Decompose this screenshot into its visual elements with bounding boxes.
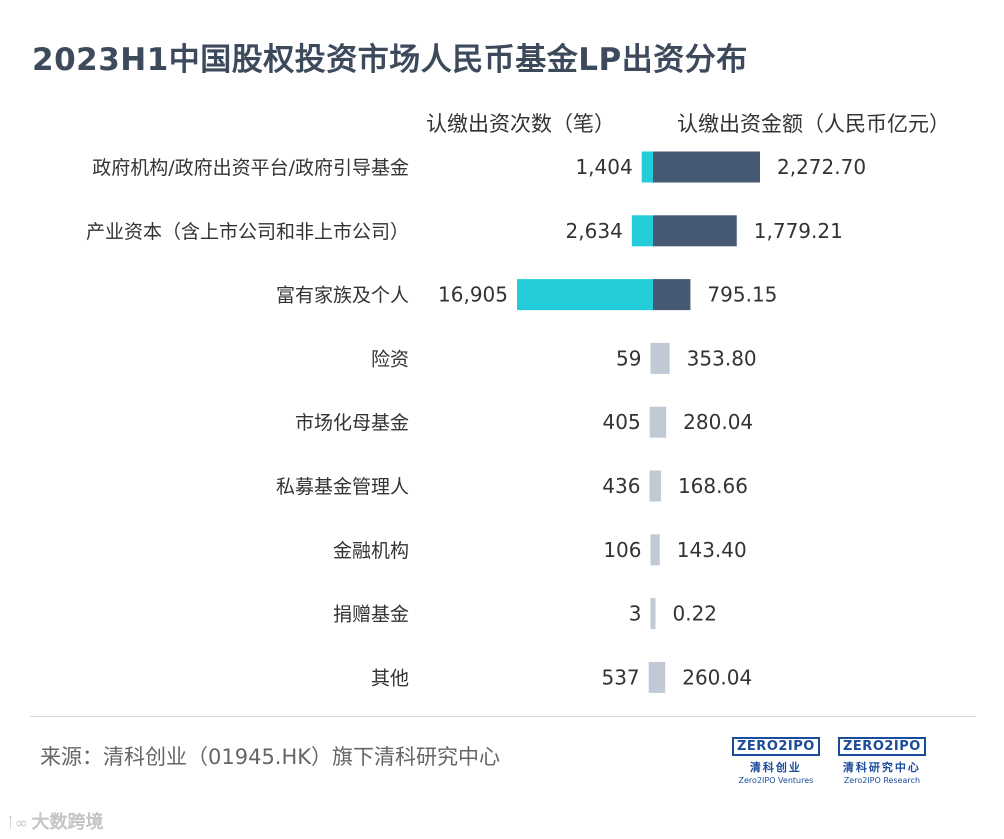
count-bar xyxy=(641,151,653,183)
amount-value-label: 0.22 xyxy=(673,602,718,626)
count-bar xyxy=(650,598,653,630)
count-value-label: 3 xyxy=(629,602,642,626)
zero2ipo-ventures-logo: ZERO2IPO 清科创业 Zero2IPO Ventures xyxy=(732,735,820,785)
amount-bar xyxy=(653,215,737,247)
count-column-header: 认缴出资次数（笔） xyxy=(426,112,615,136)
amount-value-label: 260.04 xyxy=(682,665,752,689)
category-label: 产业资本（含上市公司和非上市公司） xyxy=(86,221,409,243)
count-value-label: 16,905 xyxy=(438,283,508,307)
count-value-label: 405 xyxy=(603,410,641,434)
amount-value-label: 280.04 xyxy=(683,410,753,434)
watermark: ᛙ∞ 大数跨境 xyxy=(6,808,104,834)
count-bar xyxy=(650,342,653,374)
amount-value-label: 2,272.70 xyxy=(777,155,866,179)
footer-divider xyxy=(30,716,976,717)
category-label: 政府机构/政府出资平台/政府引导基金 xyxy=(92,157,409,179)
amount-bar xyxy=(653,534,660,566)
amount-bar xyxy=(653,342,670,374)
watermark-text: 大数跨境 xyxy=(31,812,104,833)
count-value-label: 1,404 xyxy=(575,155,632,179)
amount-bar xyxy=(653,661,666,693)
amount-value-label: 353.80 xyxy=(687,346,757,370)
logo-badge: ZERO2IPO xyxy=(732,737,820,756)
lp-contribution-chart: 政府机构/政府出资平台/政府引导基金 1,404 2,272.70 产业资本（含上市公… xyxy=(86,151,866,693)
count-bar xyxy=(649,470,653,502)
amount-column-header: 认缴出资金额（人民币亿元） xyxy=(677,112,950,136)
count-bar xyxy=(649,406,653,438)
logo-badge: ZERO2IPO xyxy=(838,737,926,756)
count-value-label: 106 xyxy=(603,538,641,562)
count-bar xyxy=(650,534,653,566)
zero2ipo-research-logo: ZERO2IPO 清科研究中心 Zero2IPO Research xyxy=(838,735,926,785)
category-label: 捐赠基金 xyxy=(333,604,409,626)
logo-cn-text: 清科创业 xyxy=(749,761,802,774)
chart-title: 2023H1中国股权投资市场人民币基金LP出资分布 xyxy=(32,42,748,78)
amount-bar xyxy=(653,406,667,438)
amount-value-label: 795.15 xyxy=(707,283,777,307)
category-label: 险资 xyxy=(371,348,409,370)
amount-bar xyxy=(653,598,656,630)
category-label: 富有家族及个人 xyxy=(276,285,409,307)
count-value-label: 2,634 xyxy=(566,219,623,243)
count-value-label: 59 xyxy=(616,346,641,370)
logo-cn-text: 清科研究中心 xyxy=(842,761,921,774)
amount-value-label: 143.40 xyxy=(677,538,747,562)
amount-bar xyxy=(653,279,691,311)
amount-bar xyxy=(653,151,760,183)
count-bar xyxy=(648,661,653,693)
count-bar xyxy=(631,215,653,247)
logo-en-text: Zero2IPO Ventures xyxy=(738,776,814,785)
amount-value-label: 1,779.21 xyxy=(754,219,843,243)
category-label: 其他 xyxy=(371,667,409,689)
logo-en-text: Zero2IPO Research xyxy=(843,776,921,785)
category-label: 金融机构 xyxy=(333,540,409,562)
count-value-label: 537 xyxy=(601,665,639,689)
watermark-logo-icon: ᛙ∞ xyxy=(6,814,28,832)
amount-bar xyxy=(653,470,661,502)
count-value-label: 436 xyxy=(602,474,640,498)
category-label: 市场化母基金 xyxy=(295,412,409,434)
category-label: 私募基金管理人 xyxy=(276,476,409,498)
source-note: 来源：清科创业（01945.HK）旗下清科研究中心 xyxy=(40,745,501,769)
amount-value-label: 168.66 xyxy=(678,474,748,498)
count-bar xyxy=(517,279,653,311)
